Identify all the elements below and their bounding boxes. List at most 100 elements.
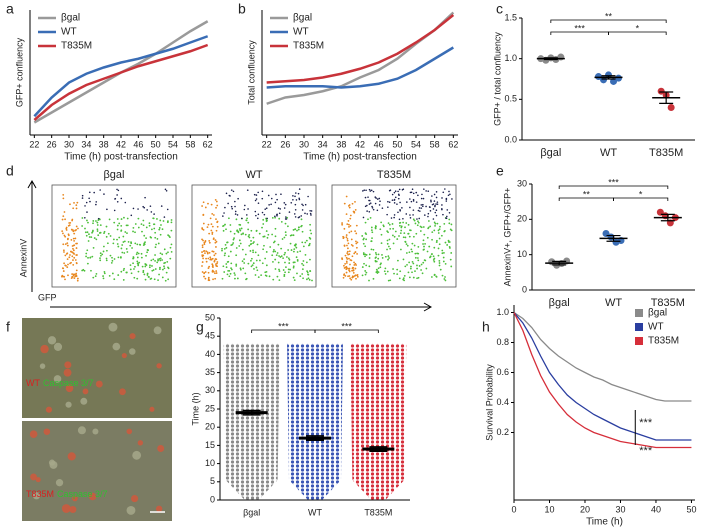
legend-swatch (635, 309, 643, 317)
x-tick-label: 62 (448, 139, 458, 149)
panel-letter: c (496, 1, 503, 17)
y-axis-label: AnnexinV+, GFP+/GFP+ (502, 188, 512, 287)
panel-letter: e (496, 163, 504, 179)
y-tick-label: 50 (205, 312, 215, 322)
significance-bracket (608, 31, 667, 35)
panel-letter: h (482, 319, 490, 335)
significance-bracket (314, 329, 379, 333)
legend-label: T835M (293, 41, 324, 52)
error-bar (543, 57, 558, 61)
data-point (615, 74, 622, 82)
x-tick-label: T835M (364, 507, 392, 517)
survival-curve (513, 311, 692, 402)
x-tick-label: 10 (544, 504, 554, 514)
x-tick-label: 30 (299, 139, 309, 149)
x-tick-label: βgal (549, 297, 570, 309)
x-tick-label: WT (605, 297, 622, 309)
panel-letter: f (6, 319, 10, 335)
y-tick-label: 0.4 (496, 397, 509, 407)
y-tick-label: 40 (205, 349, 215, 359)
y-tick-label: 25 (205, 403, 215, 413)
y-axis-label: GFP+ / total confluency (492, 32, 502, 126)
x-tick-label: 38 (99, 139, 109, 149)
y-axis-label: AnnexinV (18, 239, 28, 278)
x-tick-label: WT (600, 147, 617, 159)
y-tick-label: 30 (205, 385, 215, 395)
legend-label: WT (61, 27, 77, 38)
y-axis-label: Survival Probability (484, 364, 494, 441)
event-cloud (341, 188, 453, 282)
event-cloud (201, 188, 313, 282)
series-line (266, 14, 455, 84)
caption-stain: Caspase 3/7 (43, 378, 94, 388)
legend-label: WT (648, 322, 664, 333)
error-bar (306, 435, 324, 442)
cell-swarm (350, 343, 407, 500)
data-point (595, 73, 602, 81)
x-tick-label: 38 (336, 139, 346, 149)
x-tick-label: 26 (47, 139, 57, 149)
legend-label: βgal (293, 13, 312, 24)
significance-label: * (639, 189, 643, 199)
x-tick-label: 22 (29, 139, 39, 149)
data-point (610, 77, 617, 85)
y-axis-label: GFP+ confluency (14, 37, 24, 107)
series-line (33, 35, 209, 118)
x-tick-label: 42 (355, 139, 365, 149)
plot-title: WT (245, 169, 262, 181)
y-tick-label: 0.6 (496, 367, 509, 377)
y-tick-label: 0 (522, 284, 527, 294)
caption-stain: Caspase 3/7 (57, 489, 108, 499)
panel-letter: g (196, 319, 204, 335)
x-tick-label: 50 (686, 504, 696, 514)
x-tick-label: 50 (392, 139, 402, 149)
y-tick-label: 10 (517, 249, 527, 259)
legend-label: T835M (648, 336, 679, 347)
significance-label: *** (639, 417, 653, 429)
y-tick-label: 0.0 (504, 134, 517, 144)
y-tick-label: 0.2 (496, 427, 509, 437)
plot-frame (331, 184, 457, 288)
x-tick-label: βgal (243, 507, 260, 517)
y-tick-label: 30 (517, 178, 527, 188)
x-tick-label: 54 (168, 139, 178, 149)
y-tick-label: 1.0 (496, 307, 509, 317)
plot-title: βgal (103, 169, 124, 181)
y-tick-label: 45 (205, 331, 215, 341)
x-tick-label: 22 (262, 139, 272, 149)
error-bar (659, 91, 674, 104)
data-point (657, 87, 665, 95)
significance-label: ** (583, 189, 591, 199)
cells (39, 322, 162, 413)
x-tick-label: 62 (203, 139, 213, 149)
legend-label: βgal (61, 13, 80, 24)
x-tick-label: 54 (411, 139, 421, 149)
data-point (557, 53, 565, 61)
error-bar (660, 213, 675, 222)
x-tick-label: 20 (580, 504, 590, 514)
image-caption: T835M Caspase 3/7 (26, 489, 108, 499)
y-axis-label: Time (h) (190, 392, 200, 425)
y-tick-label: 5 (210, 476, 215, 486)
caption-sample: WT (26, 378, 40, 388)
x-tick-label: T835M (649, 147, 683, 159)
x-tick-label: 46 (374, 139, 384, 149)
y-tick-label: 0.8 (496, 337, 509, 347)
legend-label: βgal (648, 308, 667, 319)
micrograph (22, 421, 172, 521)
series-line (33, 43, 209, 121)
y-tick-label: 15 (205, 440, 215, 450)
series-line (266, 46, 454, 89)
error-bar (242, 409, 261, 416)
significance-bracket (558, 185, 669, 189)
legend-label: WT (293, 27, 309, 38)
error-bar (601, 75, 616, 80)
survival-curve (513, 312, 692, 449)
plot-frame (191, 184, 317, 288)
x-tick-label: 30 (64, 139, 74, 149)
significance-label: *** (341, 321, 352, 331)
significance-bracket (550, 19, 667, 23)
error-bar (606, 234, 621, 242)
event-cloud (61, 188, 173, 282)
y-tick-label: 1.0 (504, 53, 517, 63)
